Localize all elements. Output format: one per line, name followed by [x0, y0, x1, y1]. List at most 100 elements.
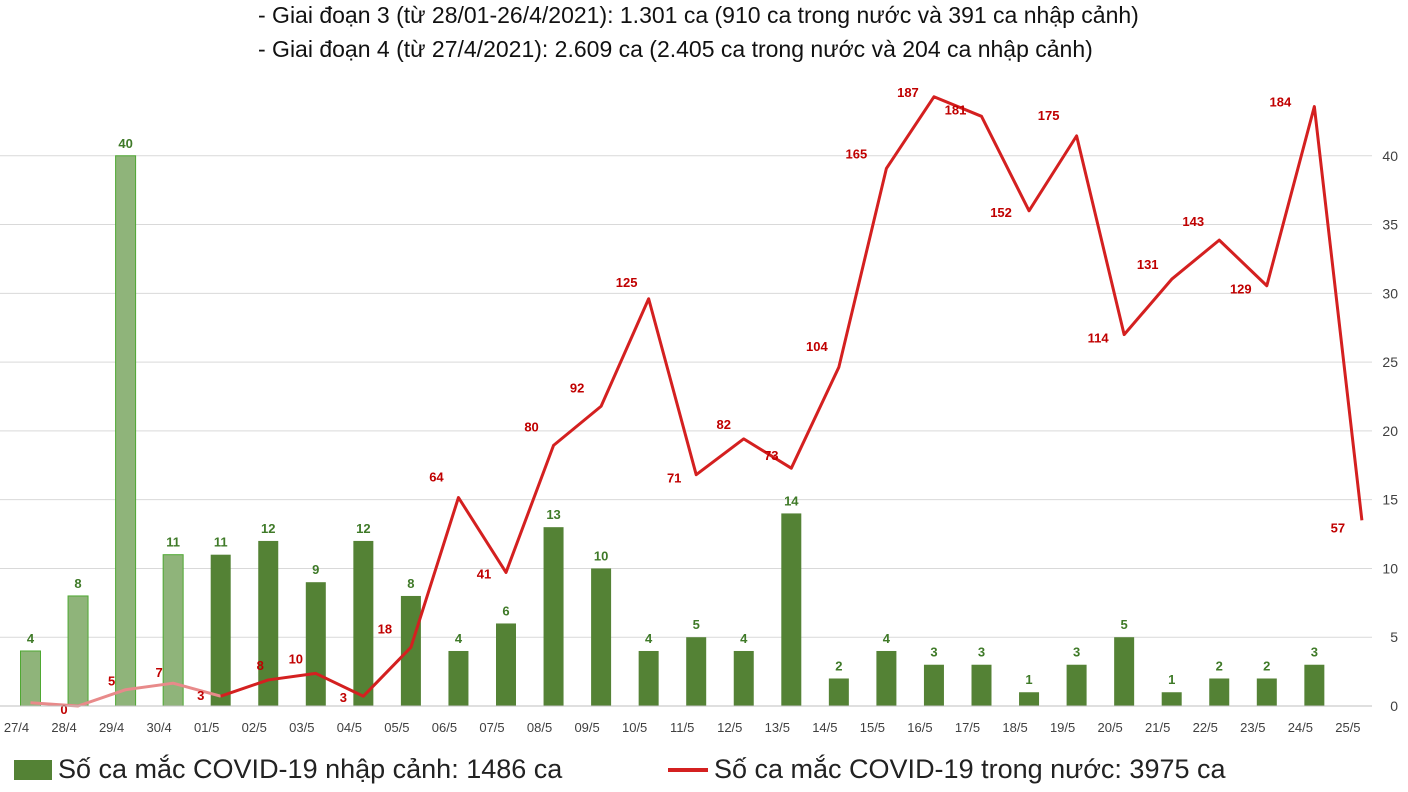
bar-value-label: 6 [502, 603, 509, 618]
x-axis-tick-label: 28/4 [51, 720, 76, 735]
x-axis-tick-label: 12/5 [717, 720, 742, 735]
x-axis-tick-label: 14/5 [812, 720, 837, 735]
bar-value-label: 4 [27, 631, 35, 646]
x-axis-tick-label: 22/5 [1193, 720, 1218, 735]
bar-value-label: 5 [693, 617, 700, 632]
domestic-line [220, 95, 1364, 698]
bar [876, 650, 897, 706]
x-axis-tick-label: 25/5 [1335, 720, 1360, 735]
bar-value-label: 13 [546, 507, 560, 522]
legend-import-label: Số ca mắc COVID-19 nhập cảnh: 1486 ca [58, 754, 563, 784]
x-axis-tick-label: 07/5 [479, 720, 504, 735]
x-axis-tick-label: 13/5 [765, 720, 790, 735]
line-value-label: 82 [717, 417, 731, 432]
bar-value-label: 3 [930, 645, 937, 660]
x-axis-tick-label: 21/5 [1145, 720, 1170, 735]
bar [591, 568, 612, 706]
x-axis-tick-label: 15/5 [860, 720, 885, 735]
x-axis-tick-label: 06/5 [432, 720, 457, 735]
line-value-label: 92 [570, 380, 584, 395]
x-axis-tick-label: 08/5 [527, 720, 552, 735]
line-value-label: 10 [289, 651, 303, 666]
line-value-label: 73 [764, 448, 778, 463]
line-value-label: 165 [846, 146, 868, 161]
right-axis-tick-label: 30 [1382, 285, 1398, 301]
line-layer [30, 95, 1364, 708]
subtitle-phase-3: - Giai đoạn 3 (từ 28/01-26/4/2021): 1.30… [258, 2, 1139, 28]
line-value-label: 104 [806, 339, 828, 354]
bar-value-label: 1 [1168, 672, 1175, 687]
right-axis-tick-label: 5 [1390, 629, 1398, 645]
line-value-label: 80 [524, 419, 538, 434]
line-value-label: 7 [156, 665, 163, 680]
bar [781, 513, 802, 706]
legend-line-swatch [668, 767, 708, 772]
x-axis-tick-label: 23/5 [1240, 720, 1265, 735]
bar [448, 650, 469, 706]
bar-value-label: 8 [407, 576, 414, 591]
x-axis-tick-label: 02/5 [242, 720, 267, 735]
x-axis-tick-label: 19/5 [1050, 720, 1075, 735]
bar [353, 540, 374, 706]
bar-value-label: 14 [784, 493, 799, 508]
domestic-line-faded-segment [30, 681, 222, 708]
x-axis-tick-label: 04/5 [337, 720, 362, 735]
bar-value-label: 11 [166, 535, 180, 550]
bar [305, 582, 326, 706]
right-axis-tick-label: 0 [1390, 698, 1398, 714]
bar [543, 527, 564, 706]
bar-value-label: 12 [261, 521, 275, 536]
bar [258, 540, 279, 706]
legend-domestic: Số ca mắc COVID-19 trong nước: 3975 ca [668, 754, 1226, 785]
bar [828, 678, 849, 706]
x-axis-tick-label: 30/4 [146, 720, 171, 735]
line-value-label: 8 [257, 658, 264, 673]
line-value-label: 125 [616, 275, 638, 290]
line-value-label: 18 [378, 621, 392, 636]
bar [1114, 637, 1135, 706]
x-axis-tick-label: 27/4 [4, 720, 29, 735]
legend-bar-swatch [14, 759, 52, 780]
x-axis-tick-label: 16/5 [907, 720, 932, 735]
bar [400, 595, 421, 706]
x-axis-tick-label: 11/5 [670, 720, 694, 735]
bar [67, 595, 89, 707]
x-axis-tick-label: 10/5 [622, 720, 647, 735]
right-axis-tick-label: 10 [1382, 560, 1398, 576]
right-axis-tick-label: 15 [1382, 492, 1398, 508]
bar-value-label: 3 [978, 645, 985, 660]
bar [638, 650, 659, 706]
line-value-label: 57 [1331, 520, 1345, 535]
right-axis-tick-label: 25 [1382, 354, 1398, 370]
bar [1066, 664, 1087, 706]
bar-value-label: 4 [645, 631, 653, 646]
line-value-label: 175 [1038, 108, 1060, 123]
x-axis-tick-label: 24/5 [1288, 720, 1313, 735]
bar-value-label: 3 [1311, 645, 1318, 660]
line-value-label: 131 [1137, 257, 1159, 272]
bar [971, 664, 992, 706]
bar [1209, 678, 1230, 706]
right-axis-tick-label: 35 [1382, 217, 1398, 233]
line-value-label: 0 [60, 702, 67, 717]
bars-layer [20, 155, 1325, 707]
bar-value-label: 5 [1121, 617, 1128, 632]
line-value-label: 129 [1230, 282, 1252, 297]
bar [1256, 678, 1277, 706]
x-axis-tick-label: 20/5 [1097, 720, 1122, 735]
x-axis-tick-label: 05/5 [384, 720, 409, 735]
x-axis-tick-label: 01/5 [194, 720, 219, 735]
right-axis-tick-label: 40 [1382, 148, 1398, 164]
right-axis-tick-label: 20 [1382, 423, 1398, 439]
bar-value-label: 2 [835, 658, 842, 673]
bar-value-label: 4 [883, 631, 891, 646]
legend-domestic-label: Số ca mắc COVID-19 trong nước: 3975 ca [714, 754, 1226, 784]
x-axis-tick-label: 29/4 [99, 720, 124, 735]
line-value-label: 187 [897, 85, 919, 100]
bar [496, 623, 516, 706]
bar-value-label: 40 [118, 136, 132, 151]
x-axis-tick-label: 18/5 [1002, 720, 1027, 735]
